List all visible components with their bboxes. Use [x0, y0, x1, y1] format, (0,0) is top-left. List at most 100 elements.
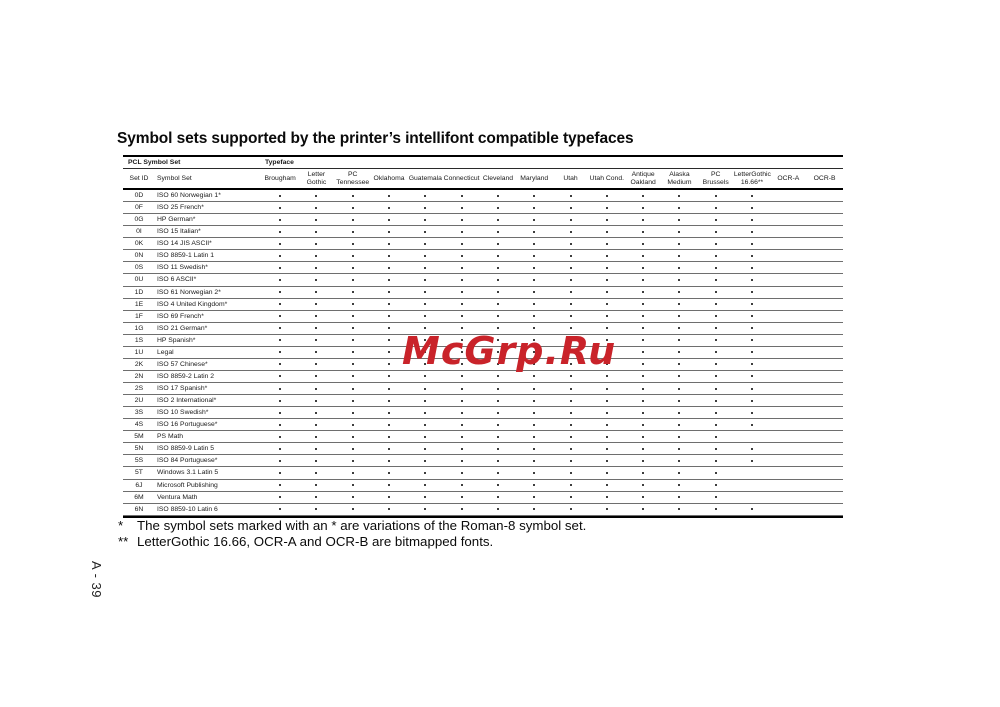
supported-dot-icon	[605, 351, 608, 354]
supported-dot-cell	[298, 327, 334, 330]
supported-dot-icon	[569, 435, 572, 438]
supported-dot-cell	[661, 327, 697, 330]
supported-dot-icon	[533, 459, 536, 462]
supported-dot-icon	[460, 194, 463, 197]
supported-dot-cell	[298, 459, 334, 462]
supported-dot-icon	[388, 278, 391, 281]
supported-dot-icon	[533, 327, 536, 330]
supported-dot-cell	[552, 315, 588, 318]
supported-dot-cell	[516, 242, 552, 245]
supported-dot-icon	[460, 278, 463, 281]
supported-dot-icon	[714, 303, 717, 306]
supported-dot-cell	[298, 435, 334, 438]
supported-dot-icon	[751, 327, 753, 330]
supported-dot-icon	[751, 278, 753, 281]
supported-dot-icon	[315, 278, 318, 281]
supported-dot-cell	[371, 254, 407, 257]
symbol-set-cell: Legal	[157, 348, 174, 356]
supported-dot-icon	[569, 242, 572, 245]
supported-dot-icon	[424, 375, 427, 378]
supported-dot-icon	[388, 363, 391, 366]
supported-dot-icon	[496, 351, 499, 354]
supported-dot-cell	[698, 266, 734, 269]
set-id-cell: 6M	[134, 493, 144, 501]
supported-dot-icon	[496, 218, 499, 221]
set-id-cell: 5S	[134, 457, 144, 465]
supported-dot-icon	[714, 194, 717, 197]
supported-dot-cell	[625, 387, 661, 390]
supported-dot-cell	[516, 435, 552, 438]
supported-dot-icon	[642, 435, 645, 438]
supported-dot-icon	[642, 194, 645, 197]
supported-dot-icon	[751, 459, 753, 462]
supported-dot-cell	[335, 230, 371, 233]
table-row: 0N ISO 8859-1 Latin 1	[123, 250, 843, 263]
supported-dot-cell	[625, 315, 661, 318]
supported-dot-cell	[407, 363, 443, 366]
supported-dot-cell	[443, 471, 479, 474]
supported-dot-icon	[533, 435, 536, 438]
supported-dot-cell	[480, 230, 516, 233]
supported-dot-cell	[335, 218, 371, 221]
supported-dot-cell	[335, 363, 371, 366]
supported-dot-cell	[516, 411, 552, 414]
symbol-set-cell: ISO 8859-10 Latin 6	[157, 505, 218, 513]
supported-dot-icon	[714, 375, 717, 378]
supported-dot-icon	[424, 484, 427, 487]
col-header-typeface: Utah	[563, 174, 578, 182]
supported-dot-cell	[407, 218, 443, 221]
supported-dot-icon	[424, 351, 427, 354]
supported-dot-icon	[315, 484, 318, 487]
supported-dot-cell	[516, 303, 552, 306]
supported-dot-cell	[335, 399, 371, 402]
supported-dot-icon	[279, 447, 282, 450]
supported-dot-icon	[751, 351, 753, 354]
supported-dot-cell	[698, 291, 734, 294]
supported-dot-cell	[298, 399, 334, 402]
supported-dot-cell	[480, 375, 516, 378]
supported-dot-cell	[625, 266, 661, 269]
supported-dot-icon	[642, 484, 645, 487]
supported-dot-cell	[335, 291, 371, 294]
supported-dot-cell	[480, 218, 516, 221]
supported-dot-cell	[262, 351, 298, 354]
supported-dot-cell	[335, 194, 371, 197]
supported-dot-icon	[533, 471, 536, 474]
supported-dot-cell	[516, 459, 552, 462]
supported-dot-cell	[552, 194, 588, 197]
supported-dot-cell	[589, 496, 625, 499]
supported-dot-cell	[407, 315, 443, 318]
supported-dot-icon	[460, 508, 463, 511]
supported-dot-icon	[569, 411, 572, 414]
supported-dot-icon	[751, 363, 753, 366]
supported-dot-cell	[371, 471, 407, 474]
supported-dot-icon	[678, 411, 681, 414]
supported-dot-cell	[371, 399, 407, 402]
supported-dot-icon	[460, 375, 463, 378]
supported-dot-icon	[605, 291, 608, 294]
supported-dot-cell	[734, 411, 770, 414]
symbol-set-cell: ISO 4 United Kingdom*	[157, 300, 228, 308]
supported-dot-cell	[480, 387, 516, 390]
supported-dot-icon	[460, 484, 463, 487]
supported-dot-cell	[298, 194, 334, 197]
supported-dot-cell	[407, 471, 443, 474]
supported-dot-icon	[605, 484, 608, 487]
table-row: 1F ISO 69 French*	[123, 311, 843, 323]
set-id-cell: 3S	[134, 409, 144, 417]
supported-dot-icon	[351, 254, 354, 257]
supported-dot-cell	[625, 218, 661, 221]
supported-dot-cell	[262, 496, 298, 499]
supported-dot-icon	[424, 194, 427, 197]
supported-dot-cell	[298, 218, 334, 221]
supported-dot-icon	[642, 254, 645, 257]
supported-dot-icon	[533, 303, 536, 306]
supported-dot-icon	[388, 230, 391, 233]
set-id-cell: 5T	[135, 469, 143, 477]
supported-dot-cell	[262, 459, 298, 462]
supported-dot-icon	[605, 278, 608, 281]
supported-dot-icon	[569, 291, 572, 294]
supported-dot-cell	[371, 447, 407, 450]
table-row: 3S ISO 10 Swedish*	[123, 407, 843, 420]
supported-dot-icon	[642, 218, 645, 221]
